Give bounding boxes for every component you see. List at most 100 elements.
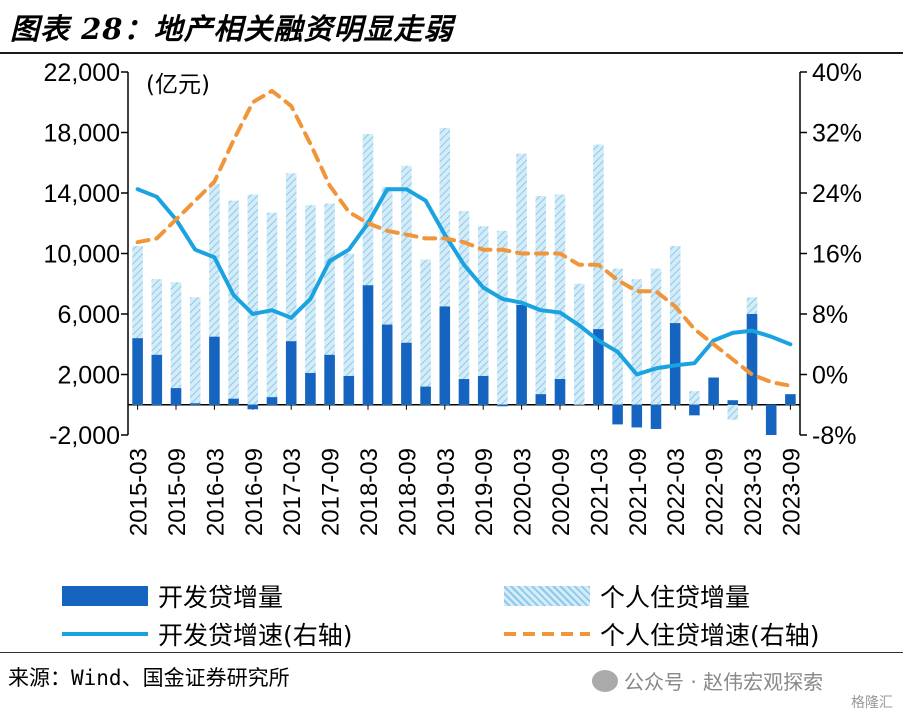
bar-dev-loan	[477, 376, 489, 405]
bar-dev-loan	[458, 379, 470, 405]
bar-mortgage	[247, 194, 259, 405]
x-tick-label: 2021-03	[586, 448, 613, 536]
bar-mortgage	[650, 268, 662, 405]
y-right-tick-label: 8%	[812, 301, 848, 329]
legend-swatch-bar-dark	[62, 586, 148, 606]
bar-dev-loan	[266, 397, 278, 405]
legend-item-dev-loan: 开发贷增量	[62, 578, 283, 614]
bar-mortgage	[170, 282, 182, 405]
bar-dev-loan	[285, 341, 297, 405]
wechat-icon	[592, 669, 618, 692]
x-tick-label: 2017-09	[318, 448, 345, 536]
line-dev-growth	[135, 187, 793, 377]
y-right-tick-label: 40%	[812, 59, 862, 87]
x-tick-label: 2023-09	[778, 448, 805, 536]
x-tick-label: 2015-03	[126, 448, 153, 536]
bar-dev-loan	[305, 372, 316, 405]
combo-chart: -2,000 2,000 6,000 10,000 14,000 18,000 22,000…	[44, 59, 863, 536]
x-tick-label: 2023-03	[740, 448, 767, 536]
bar-mortgage	[497, 230, 508, 405]
bar-mortgage	[727, 404, 739, 420]
bar-mortgage	[573, 283, 585, 405]
bar-dev-loan	[535, 394, 547, 405]
x-tick-label: 2017-03	[279, 448, 306, 536]
bar-mortgage	[593, 144, 604, 405]
x-tick-label: 2016-09	[241, 448, 268, 536]
bar-mortgage	[324, 203, 335, 405]
x-tick-label: 2015-09	[164, 448, 191, 536]
bar-dev-loan	[612, 404, 623, 425]
bar-dev-loan	[401, 342, 412, 405]
lines-layer	[135, 88, 793, 388]
y-right-tick-label: 32%	[812, 120, 862, 148]
bar-mortgage	[401, 165, 412, 405]
bar-dev-loan	[785, 394, 796, 405]
bar-dev-loan	[151, 354, 163, 405]
y-left-tick-label: -2,000	[49, 422, 120, 450]
axes-layer: -2,000 2,000 6,000 10,000 14,000 18,000 22,000…	[44, 59, 863, 536]
bar-mortgage	[228, 200, 239, 405]
x-tick-label: 2016-03	[202, 448, 229, 536]
legend-label: 开发贷增速(右轴)	[158, 621, 353, 650]
y-right-tick-label: 0%	[812, 362, 848, 390]
footer-divider	[0, 652, 903, 653]
bar-mortgage	[439, 127, 451, 405]
bar-dev-loan	[746, 314, 758, 405]
bar-dev-loan	[189, 403, 201, 405]
legend-label: 个人住贷增量	[600, 583, 751, 612]
bar-mortgage	[209, 183, 220, 405]
bar-mortgage	[285, 173, 297, 405]
bar-mortgage	[132, 245, 143, 405]
title-divider	[0, 52, 903, 54]
bar-dev-loan	[132, 338, 143, 405]
bar-dev-loan	[228, 398, 239, 405]
source-note: 来源：Wind、国金证券研究所	[8, 666, 290, 690]
x-tick-label: 2018-03	[356, 448, 383, 536]
bar-mortgage	[305, 205, 316, 405]
x-tick-label: 2019-09	[471, 448, 498, 536]
legend-label: 个人住贷增速(右轴)	[600, 621, 820, 650]
bar-mortgage	[516, 153, 527, 405]
bar-dev-loan	[439, 306, 451, 405]
bar-mortgage	[420, 259, 431, 405]
bar-dev-loan	[420, 386, 431, 405]
legend-swatch-bar-hatched	[504, 586, 590, 606]
legend-item-mortgage-growth: 个人住贷增速(右轴)	[504, 616, 820, 652]
x-tick-label: 2020-09	[548, 448, 575, 536]
y-unit-label: (亿元)	[146, 72, 210, 98]
bar-mortgage	[689, 391, 700, 405]
y-right-tick-label: 16%	[812, 241, 862, 269]
chart-title: 图表 28：地产相关融资明显走弱	[10, 12, 454, 46]
bar-mortgage	[477, 226, 489, 405]
legend-swatch-line-dashed	[504, 632, 590, 636]
y-right-tick-label: -8%	[812, 422, 856, 450]
y-left-tick-label: 14,000	[44, 180, 120, 208]
bar-dev-loan	[209, 336, 220, 405]
bar-mortgage	[631, 279, 643, 405]
bar-dev-loan	[689, 404, 700, 416]
bars-layer	[132, 127, 796, 435]
y-left-tick-label: 18,000	[44, 120, 120, 148]
bar-dev-loan	[650, 404, 662, 429]
bar-mortgage	[381, 186, 393, 405]
bar-dev-loan	[247, 404, 259, 410]
bar-mortgage	[535, 196, 547, 405]
y-left-tick-label: 2,000	[57, 362, 120, 390]
legend-item-dev-growth: 开发贷增速(右轴)	[62, 616, 353, 652]
line-mortgage-growth	[135, 88, 793, 388]
bar-dev-loan	[727, 400, 739, 405]
bar-dev-loan	[516, 304, 527, 405]
bar-mortgage	[612, 268, 623, 405]
y-right-tick-label: 24%	[812, 180, 862, 208]
legend-swatch-line-solid	[62, 632, 148, 636]
bar-dev-loan	[765, 404, 777, 435]
x-tick-label: 2019-03	[433, 448, 460, 536]
bar-dev-loan	[497, 404, 508, 407]
bar-mortgage	[151, 279, 163, 405]
y-left-tick-label: 6,000	[57, 301, 120, 329]
bar-mortgage	[343, 253, 355, 405]
watermark-sub: 格隆汇	[851, 695, 893, 711]
bar-dev-loan	[381, 324, 393, 405]
x-tick-label: 2021-09	[625, 448, 652, 536]
bar-mortgage	[362, 134, 374, 405]
